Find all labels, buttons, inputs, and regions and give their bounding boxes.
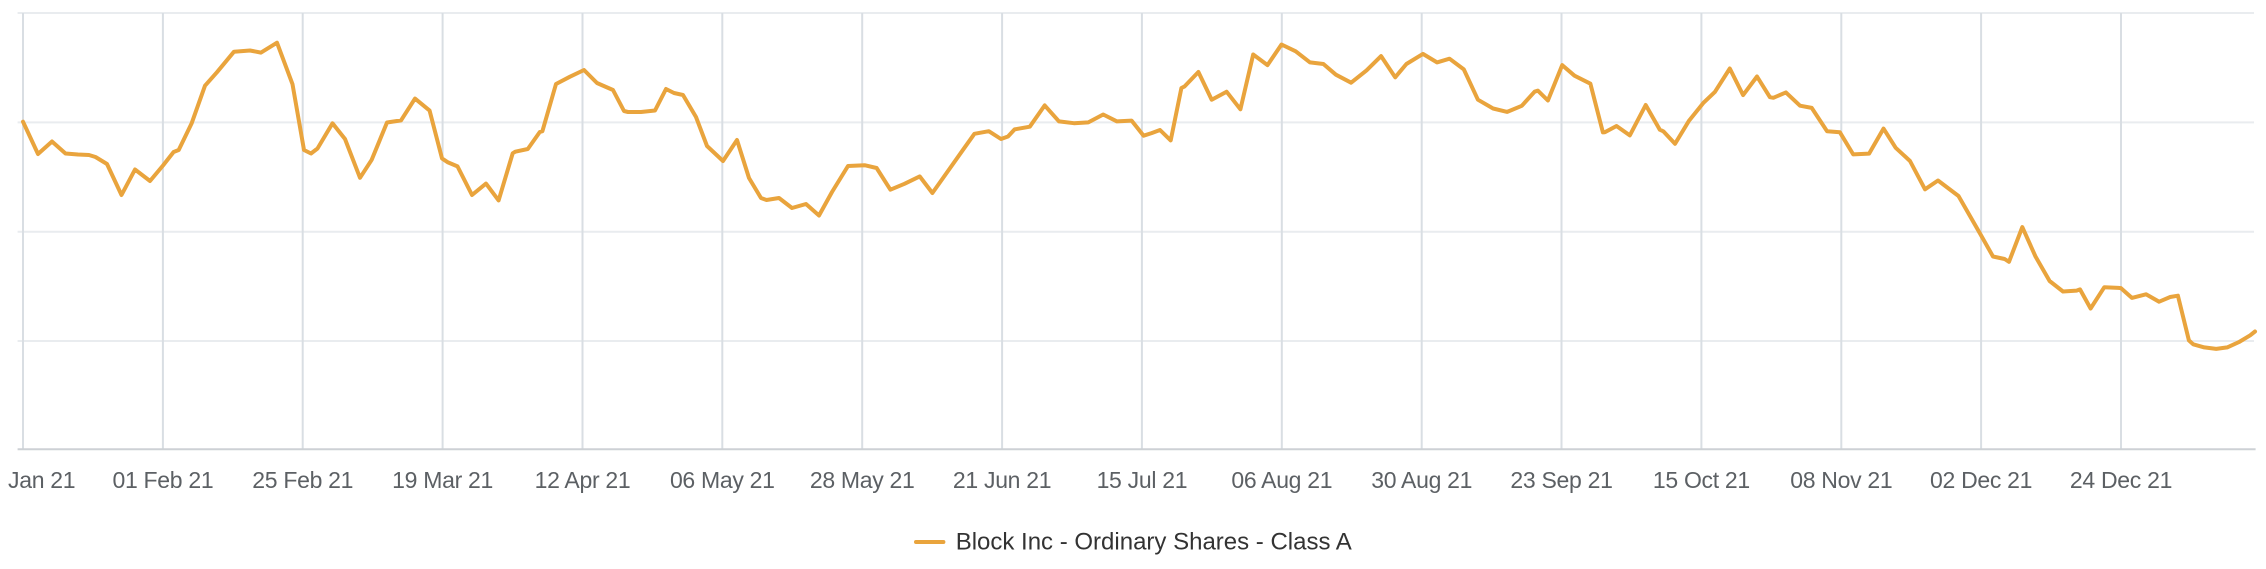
svg-text:24 Dec 21: 24 Dec 21 <box>2070 467 2172 493</box>
svg-text:Jan 21: Jan 21 <box>8 467 75 493</box>
svg-text:12 Apr 21: 12 Apr 21 <box>535 467 631 493</box>
svg-text:06 Aug 21: 06 Aug 21 <box>1231 467 1332 493</box>
svg-text:15 Oct 21: 15 Oct 21 <box>1653 467 1750 493</box>
svg-text:06 May 21: 06 May 21 <box>670 467 775 493</box>
svg-text:08 Nov 21: 08 Nov 21 <box>1790 467 1892 493</box>
svg-text:Block Inc - Ordinary Shares -: Block Inc - Ordinary Shares - Class A <box>956 529 1352 556</box>
svg-text:30 Aug 21: 30 Aug 21 <box>1371 467 1472 493</box>
svg-text:01 Feb 21: 01 Feb 21 <box>112 467 213 493</box>
svg-text:25 Feb 21: 25 Feb 21 <box>252 467 353 493</box>
svg-text:02 Dec 21: 02 Dec 21 <box>1930 467 2032 493</box>
svg-text:23 Sep 21: 23 Sep 21 <box>1510 467 1612 493</box>
svg-text:15 Jul 21: 15 Jul 21 <box>1097 467 1188 493</box>
svg-text:19 Mar 21: 19 Mar 21 <box>392 467 493 493</box>
svg-text:28 May 21: 28 May 21 <box>810 467 915 493</box>
svg-text:21 Jun 21: 21 Jun 21 <box>953 467 1051 493</box>
